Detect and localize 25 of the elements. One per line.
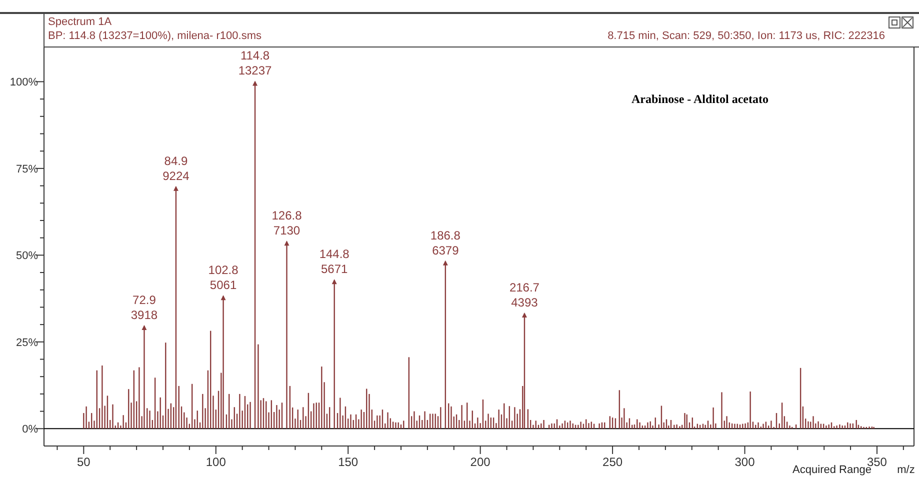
annotation: 216.7 4393 [509, 280, 540, 310]
annotation: 186.8 6379 [430, 228, 461, 258]
annotation: 102.8 5061 [208, 263, 239, 292]
annotation: 126.8 7130 [272, 208, 302, 238]
annotation: Arabinose - Alditol acetato [632, 92, 768, 106]
annotation: 144.8 5671 [319, 247, 350, 276]
annotation: 72.9 3918 [130, 292, 158, 322]
x-axis-title: m/z [897, 464, 915, 476]
x-tick-label: 100 [206, 455, 226, 469]
y-tick-label: 50% [16, 250, 38, 262]
x-tick-label: 200 [470, 455, 491, 469]
x-tick-label: 50 [76, 455, 91, 469]
annotation: 114.8 13237 [238, 48, 272, 78]
x-tick-label: 150 [338, 455, 358, 469]
text: Acquired Range [792, 464, 872, 476]
y-tick-label: 75% [16, 163, 38, 176]
text: 8.715 min, Scan: 529, 50:350, Ion: 1173 us, RIC: 222316 [608, 30, 885, 42]
chart-subtitle: BP: 114.8 (13237=100%), milena- r100.sms [48, 30, 262, 42]
chart-title: Spectrum 1A [48, 16, 112, 28]
x-tick-label: 300 [734, 455, 756, 469]
y-tick-label: 0% [22, 424, 38, 436]
x-tick-label: 250 [602, 455, 623, 469]
y-tick-label: 25% [16, 336, 38, 349]
y-tick-label: 100% [10, 76, 38, 89]
annotation: 84.9 9224 [162, 154, 190, 183]
